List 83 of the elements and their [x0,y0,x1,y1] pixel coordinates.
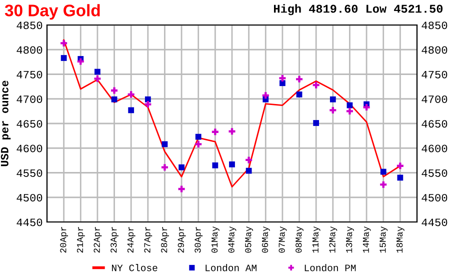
point [144,96,151,102]
x-tick-label: 11May [312,226,320,253]
point [313,120,320,126]
point [94,68,100,75]
point [380,181,387,188]
y-tick-label: 4650 [16,120,42,128]
y2-tick-label: 4800 [422,46,448,54]
x-tick-label: 21Apr [76,226,85,253]
legend-label: NY Close [112,264,158,272]
x-tick-label: 24Apr [127,226,136,253]
y2-tick-label: 4600 [422,144,448,152]
point [212,162,218,168]
y2-tick-label: 4750 [422,70,448,78]
x-tick-label: 12May [329,226,338,253]
point [60,55,67,61]
x-tick-label: 06May [262,226,270,253]
x-tick-label: 30Apr [194,226,203,253]
point [246,168,252,174]
x-tick-label: 22Apr [94,226,102,253]
y-tick-label: 4800 [16,46,42,54]
y-tick-label: 4850 [16,22,42,30]
x-tick-label: 14May [362,226,371,253]
x-tick-label: 15May [380,226,388,253]
point [178,164,184,170]
point [363,104,370,111]
point [296,76,303,82]
x-tick-label: 05May [245,226,254,253]
y2-tick-label: 4850 [422,22,448,30]
point [397,174,404,181]
point [330,106,336,114]
x-tick-label: 07May [278,226,287,253]
point [246,156,252,164]
legend-label: London PM [304,264,356,272]
point [280,80,286,86]
x-tick-label: 18May [396,226,404,253]
point [228,128,236,135]
point [195,140,202,148]
x-tick-label: 01May [211,226,220,253]
point [111,96,118,102]
x-tick-label: 13May [346,226,354,253]
y-tick-label: 4500 [16,194,42,202]
point [60,40,68,46]
x-tick-label: 28Apr [161,226,169,253]
point [162,141,168,148]
y2-tick-label: 4550 [422,169,448,177]
y2-tick-label: 4450 [422,218,448,226]
point [128,107,134,114]
y-tick-label: 4700 [16,95,42,104]
chart-title: 30 Day Gold [4,4,100,20]
y-axis-title: USD per ounce [0,80,11,166]
point [262,92,269,99]
point [77,58,84,65]
y2-tick-label: 4500 [422,194,448,202]
point [279,74,286,82]
x-tick-label: 27Apr [144,226,152,253]
x-tick-label: 08May [296,226,304,253]
point [380,168,386,175]
point [111,87,118,94]
point [94,75,101,82]
y-tick-label: 4600 [16,144,42,152]
chart-subtitle: High 4819.60 Low 4521.50 [274,4,443,16]
point [312,82,320,88]
point [178,186,185,192]
x-tick-label: 04May [228,226,236,253]
y-tick-label: 4550 [16,169,42,177]
point [396,162,404,170]
point [161,164,168,171]
point [346,108,353,114]
point [195,134,202,140]
x-tick-label: 29Apr [178,226,186,253]
y-tick-label: 4450 [16,218,42,226]
y-tick-label: 4750 [16,70,42,78]
point [128,91,134,98]
point [229,161,235,168]
y2-tick-label: 4700 [422,95,448,104]
y2-tick-label: 4650 [422,120,448,128]
x-tick-label: 20Apr [60,226,68,253]
point [330,96,336,102]
point [144,101,152,108]
point [296,91,302,98]
x-tick-label: 23Apr [110,226,118,253]
legend-label: London AM [206,264,256,272]
point [212,128,218,136]
